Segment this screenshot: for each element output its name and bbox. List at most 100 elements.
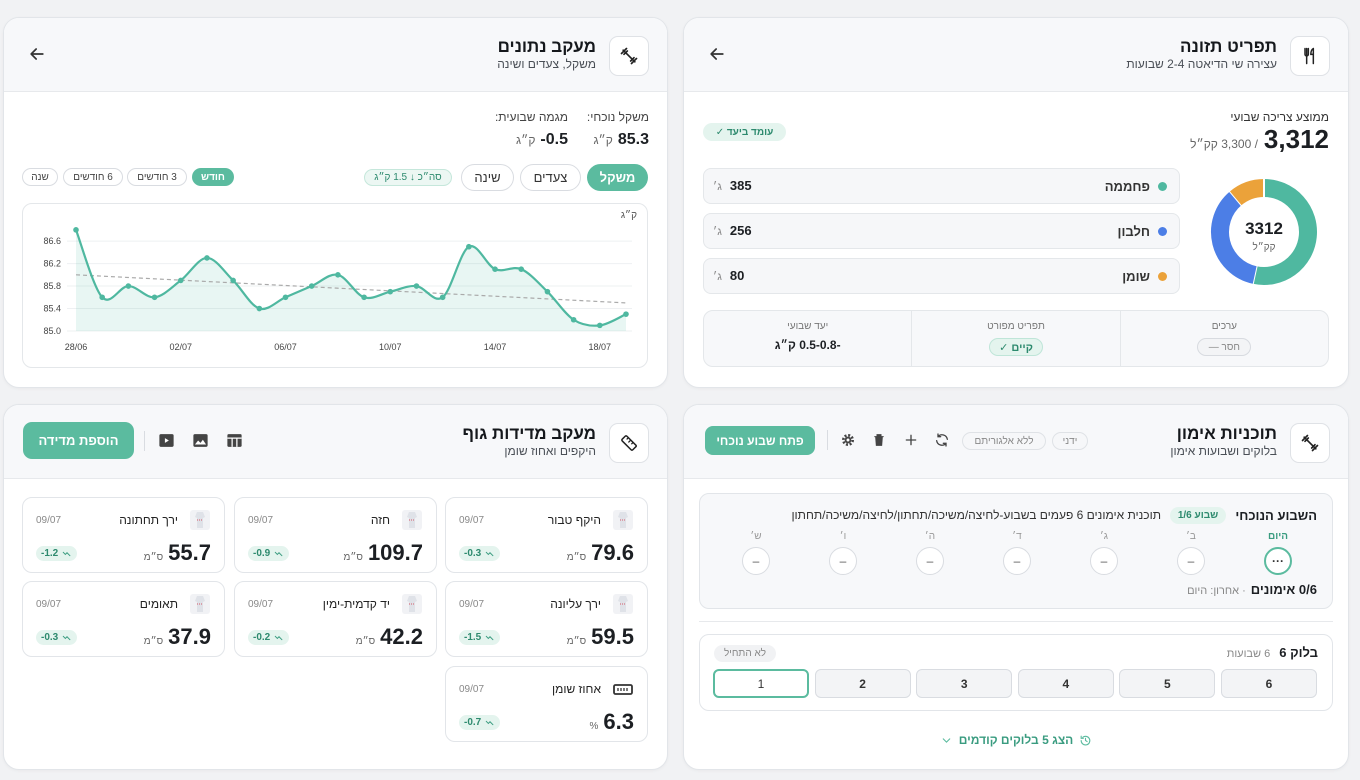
measurement-name: ירך תחתונה	[119, 513, 178, 527]
measurement-date: 09/07	[248, 515, 274, 526]
open-week-button[interactable]: פתח שבוע נוכחי	[705, 426, 815, 455]
line-path	[74, 229, 627, 327]
day-circle[interactable]: –	[1090, 547, 1118, 575]
plan-text: תוכנית אימונים 6 פעמים בשבוע-לחיצה/משיכה…	[791, 508, 1161, 522]
toolbar-video[interactable]	[157, 431, 176, 450]
stat-value: חסר —	[1197, 338, 1252, 356]
data-point	[361, 294, 367, 301]
macro-dot	[1158, 272, 1167, 281]
change-icon-part	[274, 551, 283, 556]
toolbar-plus[interactable]	[903, 432, 919, 448]
back-button[interactable]	[707, 44, 727, 64]
back-button-part	[710, 48, 724, 60]
day-circle[interactable]: –	[742, 547, 770, 575]
week-button[interactable]: 1	[713, 669, 809, 698]
data-point	[204, 255, 210, 261]
measurement-date: 09/07	[459, 515, 485, 526]
change-icon	[485, 551, 494, 556]
data-point	[151, 294, 158, 301]
range-chip[interactable]: 6 חודשים	[63, 168, 123, 186]
x-tick-label: 28/06	[65, 342, 88, 352]
add-measurement-button[interactable]: הוספת מדידה	[23, 422, 134, 459]
avg-value: 3,312	[1263, 124, 1329, 154]
change-value: -0.3	[41, 632, 59, 643]
week-button[interactable]: 2	[814, 669, 911, 698]
divider	[699, 621, 1333, 622]
data-point	[335, 272, 341, 278]
toolbar-table-part	[227, 434, 242, 447]
day-label: ד׳	[1012, 531, 1022, 542]
stat-value: קיים ✓	[989, 338, 1043, 356]
donut-total: 3312	[1245, 219, 1283, 238]
week-button[interactable]: 4	[1017, 669, 1114, 698]
metric-tab[interactable]: שינה	[461, 164, 514, 191]
line-chart: ק״ג 85.0 85.4 85.8 86.2 86.6 28/06 02/07 06/07 10…	[43, 210, 637, 352]
measurement-card: חזה 09/07 109.7 ס״מ -0.9	[234, 497, 437, 573]
back-button[interactable]	[27, 44, 47, 64]
range-chip[interactable]: 3 חודשים	[127, 168, 187, 186]
week-button[interactable]: 3	[916, 669, 1013, 698]
trend-value: -0.5	[540, 131, 568, 148]
macro-value: 80	[729, 268, 745, 283]
header-icon-part	[1301, 434, 1319, 452]
measurement-name: אחוז שומן	[551, 682, 601, 696]
measurement-unit: ס״מ	[143, 552, 164, 563]
range-chip[interactable]: שנה	[22, 168, 58, 186]
avg-row: 3,312 / 3,300 קק״ל	[1190, 124, 1329, 155]
week-button[interactable]: 6	[1221, 669, 1317, 698]
data-point	[439, 294, 446, 301]
day-circle[interactable]: –	[829, 547, 857, 575]
measurement-card: תאומים 09/07 37.9 ס״מ -0.3	[22, 581, 225, 657]
y-tick-label: 85.4	[43, 304, 61, 314]
measurement-name: חזה	[370, 513, 390, 527]
card-subtitle: היקפים ואחוז שומן	[504, 444, 596, 458]
header-icon-part	[621, 435, 637, 451]
back-button-part	[30, 48, 44, 60]
metric-tab[interactable]: משקל	[587, 164, 648, 191]
show-previous[interactable]: הצג 5 בלוקים קודמים	[684, 733, 1348, 747]
toolbar-refresh-part	[936, 433, 948, 447]
separator	[144, 431, 145, 451]
day-circle[interactable]: –	[1177, 547, 1205, 575]
x-tick-label: 06/07	[274, 342, 297, 352]
measurement-change: -0.3	[459, 546, 501, 561]
toolbar-video-part	[164, 438, 169, 443]
toolbar-trash[interactable]	[871, 432, 887, 448]
header-icon	[620, 47, 638, 65]
trend-unit: ק״ג	[516, 133, 536, 147]
donut-segment	[1229, 179, 1265, 206]
measurement-name: יד קדמית-ימין	[322, 597, 390, 611]
range-chip[interactable]: חודש	[192, 168, 234, 186]
avg-label: ממוצע צריכה שבועי	[1230, 110, 1329, 124]
icon-box	[609, 423, 649, 463]
data-point	[570, 316, 577, 323]
history-icon	[1080, 735, 1091, 745]
day-circle[interactable]: –	[916, 547, 944, 575]
measurement-change: -0.7	[459, 715, 501, 730]
header-icon-part	[621, 435, 637, 451]
measurement-unit: ס״מ	[566, 552, 587, 563]
measurement-icon-part	[617, 688, 628, 691]
change-icon	[274, 635, 283, 640]
training-card: תוכניות אימון בלוקים ושבועות אימון ידני ללא…	[683, 404, 1349, 770]
day-circle[interactable]: ···	[1264, 547, 1292, 575]
toolbar-refresh[interactable]	[934, 432, 950, 448]
measurement-icon	[613, 594, 633, 614]
week-button[interactable]: 5	[1119, 669, 1216, 698]
toolbar-gear[interactable]	[840, 432, 856, 448]
current-value: 85.3	[617, 131, 649, 148]
day-circle[interactable]: –	[1003, 547, 1031, 575]
data-point	[413, 283, 420, 289]
toolbar-table[interactable]	[225, 431, 244, 450]
block-weeks: 6 שבועות	[1226, 648, 1271, 660]
toolbar-image[interactable]	[191, 431, 210, 450]
data-point	[256, 305, 263, 312]
header-icon-part	[626, 437, 634, 445]
measurement-name: היקף טבור	[547, 513, 601, 527]
current-unit: ק״ג	[593, 133, 613, 147]
mode-chip: ללא אלגוריתם	[962, 432, 1046, 450]
day-label: ה׳	[924, 531, 936, 542]
metric-tab[interactable]: צעדים	[520, 164, 581, 191]
macro-row: פחממה 385 ג׳	[703, 168, 1180, 204]
